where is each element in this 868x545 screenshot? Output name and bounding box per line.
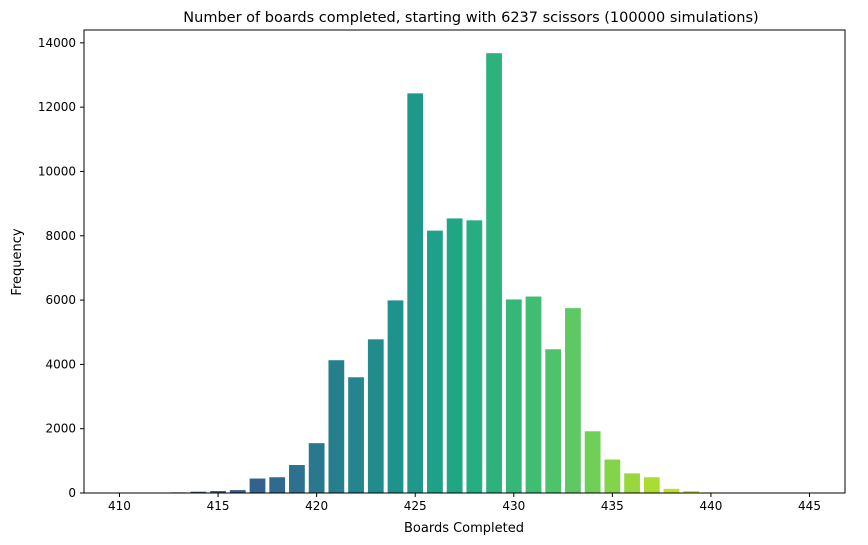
x-tick-label: 420 xyxy=(305,499,328,513)
bar-431 xyxy=(525,296,542,493)
y-tick-label: 14000 xyxy=(38,36,76,50)
plot-frame xyxy=(83,29,846,494)
bar-421 xyxy=(328,360,345,493)
x-axis-ticks: 410 415 420 425 430 435 440 445 xyxy=(108,493,821,513)
bar-436 xyxy=(624,473,640,493)
x-tick-label: 425 xyxy=(404,499,427,513)
bar-429 xyxy=(486,53,502,494)
bar-433 xyxy=(565,308,581,493)
bar-423 xyxy=(367,339,384,493)
x-tick-label: 445 xyxy=(798,499,821,513)
bar-426 xyxy=(427,230,443,493)
bar-418 xyxy=(269,477,286,493)
x-axis-label: Boards Completed xyxy=(404,521,524,536)
y-tick-label: 6000 xyxy=(45,293,76,307)
bar-419 xyxy=(289,465,305,493)
bar-422 xyxy=(348,377,364,493)
x-tick-label: 415 xyxy=(207,499,230,513)
bar-416 xyxy=(229,490,246,493)
y-tick-label: 2000 xyxy=(45,422,76,436)
y-tick-label: 4000 xyxy=(45,357,76,371)
y-tick-label: 8000 xyxy=(45,229,76,243)
bar-415 xyxy=(210,491,226,493)
bar-430 xyxy=(505,299,522,493)
bar-424 xyxy=(387,300,404,493)
x-tick-label: 430 xyxy=(502,499,525,513)
x-tick-label: 435 xyxy=(601,499,624,513)
y-tick-label: 10000 xyxy=(38,164,76,178)
bar-428 xyxy=(466,220,483,493)
bar-417 xyxy=(249,478,266,493)
bar-427 xyxy=(446,218,463,493)
bar-series xyxy=(111,53,818,494)
bar-439 xyxy=(683,491,700,493)
bar-437 xyxy=(643,477,660,493)
bar-420 xyxy=(308,443,325,493)
bar-438 xyxy=(663,488,680,493)
y-axis-ticks: 0 2000 4000 6000 8000 10000 12000 14000 xyxy=(38,36,84,500)
bar-414 xyxy=(190,491,207,493)
bar-434 xyxy=(584,431,601,493)
y-axis-label: Frequency xyxy=(10,228,25,295)
chart-title: Number of boards completed, starting wit… xyxy=(183,10,758,26)
x-tick-label: 440 xyxy=(699,499,722,513)
bar-435 xyxy=(604,459,621,493)
bar-432 xyxy=(545,349,562,493)
y-tick-label: 0 xyxy=(68,486,76,500)
x-tick-label: 410 xyxy=(108,499,131,513)
bar-425 xyxy=(407,93,424,493)
y-tick-label: 12000 xyxy=(38,100,76,114)
